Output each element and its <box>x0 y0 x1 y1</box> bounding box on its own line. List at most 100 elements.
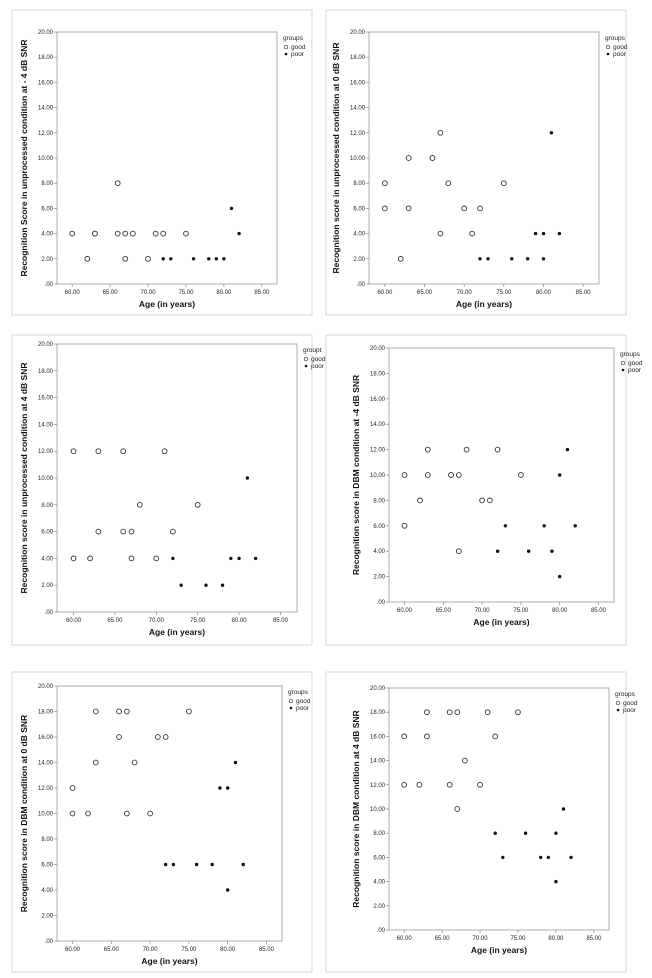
data-point-good <box>161 448 168 455</box>
y-tick-label: 18.00 <box>38 55 54 61</box>
data-point-good <box>128 528 135 535</box>
data-point-poor <box>191 257 196 261</box>
data-point-good <box>170 528 176 535</box>
x-tick-label: 70.00 <box>457 290 473 296</box>
y-tick-label: 20.00 <box>370 686 386 692</box>
data-point-good <box>461 205 468 212</box>
data-point-poor <box>210 862 214 867</box>
data-point-poor <box>163 862 168 867</box>
y-tick-label: .00 <box>45 282 54 288</box>
y-tick-label: 16.00 <box>38 80 54 86</box>
legend-poor-marker-icon <box>289 706 293 710</box>
data-point-poor <box>225 888 230 892</box>
legend-entry: poor <box>613 51 627 58</box>
y-tick-label: 14.00 <box>38 106 54 112</box>
legend-title: groups <box>605 35 626 42</box>
y-tick-label: 12.00 <box>38 131 54 137</box>
x-tick-label: 70.00 <box>141 290 157 296</box>
data-point-poor <box>554 831 558 835</box>
data-point-good <box>95 528 102 535</box>
data-point-good <box>155 734 161 740</box>
data-point-good <box>484 709 491 716</box>
y-tick-label: 16.00 <box>370 734 386 740</box>
plot-area <box>388 687 610 931</box>
y-tick-label: 16.00 <box>350 80 366 86</box>
y-tick-label: 8.00 <box>41 503 53 509</box>
legend-good-marker-icon <box>605 44 611 50</box>
data-point-good <box>417 497 423 504</box>
y-tick-label: 12.00 <box>38 786 54 792</box>
data-point-good <box>437 230 444 237</box>
legend-good-marker-icon <box>288 698 294 704</box>
x-axis-label: Age (in years) <box>139 299 195 309</box>
legend-title: groups <box>283 35 304 42</box>
data-point-good <box>85 810 91 817</box>
y-tick-label: 14.00 <box>370 422 386 428</box>
y-tick-label: 14.00 <box>38 761 54 767</box>
y-tick-label: 10.00 <box>38 812 54 818</box>
y-tick-label: 18.00 <box>38 710 54 716</box>
chart-border <box>11 671 313 973</box>
y-tick-label: 16.00 <box>38 396 54 402</box>
data-point-poor <box>541 257 546 261</box>
y-tick-label: 12.00 <box>370 783 386 789</box>
y-tick-label: 10.00 <box>370 807 386 813</box>
data-point-poor <box>557 574 562 579</box>
y-tick-label: 18.00 <box>370 371 386 377</box>
data-point-poor <box>549 131 554 135</box>
data-point-poor <box>218 786 222 790</box>
x-axis-label: Age (in years) <box>473 617 529 627</box>
data-point-poor <box>245 476 250 480</box>
data-point-poor <box>557 473 562 477</box>
data-point-good <box>448 472 454 478</box>
data-point-good <box>70 448 77 455</box>
plot-area <box>388 347 615 603</box>
chart-border <box>11 334 313 646</box>
x-tick-label: 85.00 <box>254 290 270 296</box>
x-tick-label: 75.00 <box>513 608 529 614</box>
legend-title: groups <box>288 689 309 696</box>
data-point-good <box>92 708 99 715</box>
data-point-good <box>123 810 130 817</box>
y-tick-label: 10.00 <box>38 156 54 162</box>
x-axis-label: Age (in years) <box>456 299 512 309</box>
data-point-good <box>160 230 167 237</box>
data-point-good <box>469 230 475 237</box>
x-tick-label: 65.00 <box>104 947 120 953</box>
data-point-good <box>382 205 388 212</box>
data-point-good <box>92 230 98 237</box>
data-point-poor <box>253 556 258 561</box>
x-tick-label: 60.00 <box>65 290 81 296</box>
y-tick-label: 2.00 <box>41 583 53 589</box>
x-tick-label: 70.00 <box>149 618 165 624</box>
data-point-poor <box>495 549 500 553</box>
data-point-poor <box>501 855 505 860</box>
y-tick-label: 10.00 <box>370 473 386 479</box>
y-tick-label: 6.00 <box>41 530 53 536</box>
y-tick-label: 2.00 <box>353 257 365 263</box>
data-point-good <box>84 255 91 262</box>
x-tick-label: 75.00 <box>181 947 197 953</box>
legend-title: groups <box>615 691 636 698</box>
y-tick-label: 10.00 <box>38 476 54 482</box>
chart-border <box>325 671 627 973</box>
data-point-good <box>131 759 138 766</box>
x-tick-label: 80.00 <box>232 618 248 624</box>
data-point-poor <box>478 257 482 261</box>
data-point-poor <box>542 524 546 528</box>
legend-poor-marker-icon <box>616 708 620 712</box>
y-tick-label: 12.00 <box>38 449 54 455</box>
data-point-good <box>147 810 153 817</box>
x-tick-label: 75.00 <box>178 290 194 296</box>
data-point-good <box>424 472 431 478</box>
chart-panel-1: .00 2.00 4.00 6.00 8.00 10.00 12.00 14.00 16.00 1… <box>11 9 313 316</box>
data-point-poor <box>237 231 241 236</box>
data-point-poor <box>526 549 531 553</box>
y-tick-label: .00 <box>45 610 54 616</box>
data-point-good <box>454 806 461 812</box>
data-point-good <box>455 472 462 478</box>
x-tick-label: 80.00 <box>536 290 552 296</box>
legend-title: groups <box>620 351 641 358</box>
data-point-poor <box>550 549 554 553</box>
